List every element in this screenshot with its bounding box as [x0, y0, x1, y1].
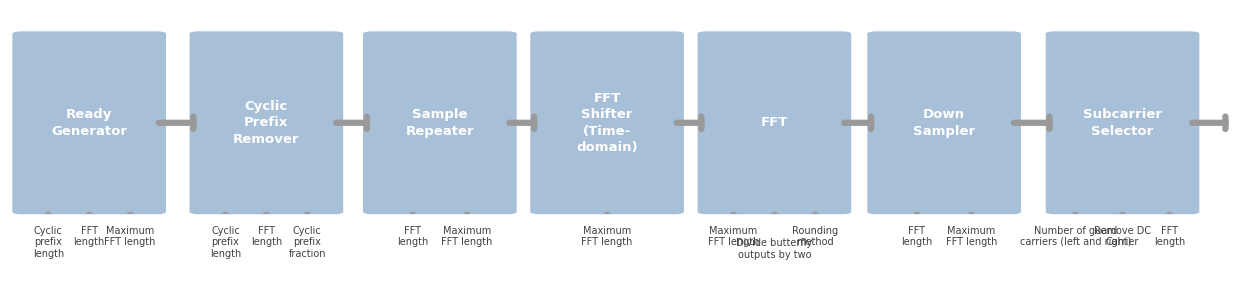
Text: FFT: FFT	[761, 116, 788, 129]
FancyBboxPatch shape	[190, 31, 343, 214]
Text: FFT
Shifter
(Time-
domain): FFT Shifter (Time- domain)	[576, 91, 638, 154]
Text: FFT
length: FFT length	[1154, 226, 1186, 247]
Text: Remove DC
Carrier: Remove DC Carrier	[1094, 226, 1151, 247]
Text: Ready
Generator: Ready Generator	[51, 108, 128, 138]
Text: FFT
length: FFT length	[901, 226, 933, 247]
FancyBboxPatch shape	[363, 31, 517, 214]
FancyBboxPatch shape	[1046, 31, 1199, 214]
Text: Sample
Repeater: Sample Repeater	[405, 108, 475, 138]
Text: Maximum
FFT length: Maximum FFT length	[581, 226, 633, 247]
Text: Maximum
FFT length: Maximum FFT length	[441, 226, 493, 247]
FancyBboxPatch shape	[12, 31, 166, 214]
FancyBboxPatch shape	[698, 31, 851, 214]
Text: Cyclic
Prefix
Remover: Cyclic Prefix Remover	[233, 100, 300, 146]
Text: Divide butterfly
outputs by two: Divide butterfly outputs by two	[736, 238, 813, 259]
Text: FFT
length: FFT length	[250, 226, 282, 247]
Text: FFT
length: FFT length	[73, 226, 105, 247]
Text: Subcarrier
Selector: Subcarrier Selector	[1083, 108, 1162, 138]
Text: Down
Sampler: Down Sampler	[913, 108, 975, 138]
Text: Rounding
method: Rounding method	[792, 226, 839, 247]
FancyBboxPatch shape	[867, 31, 1021, 214]
FancyBboxPatch shape	[530, 31, 684, 214]
Text: Maximum
FFT length: Maximum FFT length	[104, 226, 156, 247]
Text: Cyclic
prefix
fraction: Cyclic prefix fraction	[289, 226, 326, 259]
Text: Cyclic
prefix
length: Cyclic prefix length	[209, 226, 242, 259]
Text: Number of guard
carriers (left and right): Number of guard carriers (left and right…	[1020, 226, 1131, 247]
Text: FFT
length: FFT length	[396, 226, 429, 247]
Text: Maximum
FFT length: Maximum FFT length	[707, 226, 760, 247]
Text: Maximum
FFT length: Maximum FFT length	[945, 226, 997, 247]
Text: Cyclic
prefix
length: Cyclic prefix length	[32, 226, 64, 259]
